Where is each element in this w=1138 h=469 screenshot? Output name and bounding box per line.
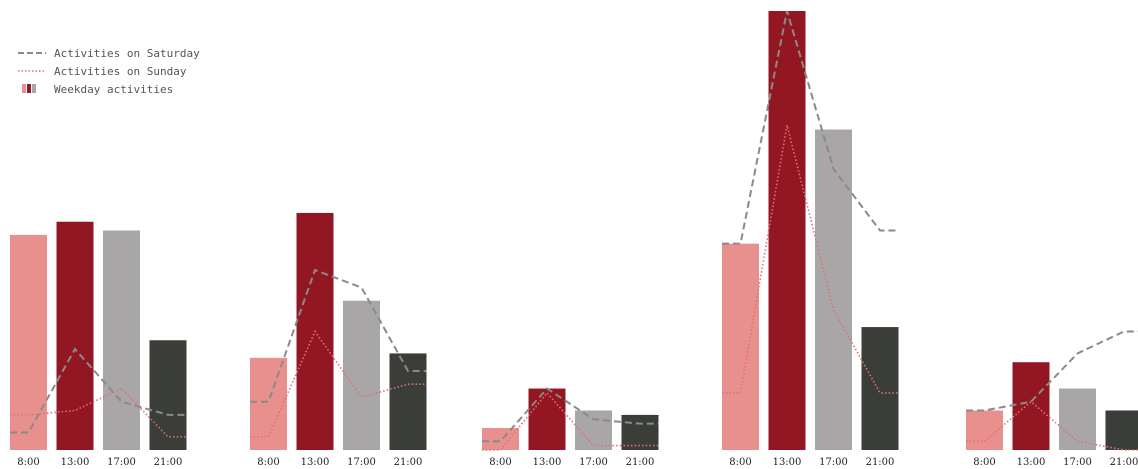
legend-label: Activities on Saturday [54,47,200,60]
x-tick-label: 8:00 [489,457,511,468]
bar-group-4: 8:00 13:00 17:00 21:00 [722,10,899,468]
saturday-line [10,347,187,434]
legend-weekday-swatch-3 [32,84,36,93]
sunday-line [482,391,659,451]
x-tick-label: 17:00 [819,457,848,468]
legend-label: Weekday activities [54,83,173,96]
x-tick-label: 21:00 [626,457,655,468]
bar-13:00 [528,388,566,450]
bar-21:00 [1105,410,1138,450]
x-tick-label: 17:00 [107,457,136,468]
bar-8:00 [966,410,1003,450]
x-tick-label: 8:00 [17,457,39,468]
legend-weekday-swatch-1 [22,84,26,93]
bar-group-3: 8:00 13:00 17:00 21:00 [482,387,659,468]
x-tick-label: 17:00 [1063,457,1092,468]
x-tick-label: 13:00 [773,457,802,468]
x-tick-label: 21:00 [154,457,183,468]
bar-13:00 [56,221,94,450]
legend-label: Activities on Sunday [54,65,187,78]
x-tick-label: 8:00 [729,457,751,468]
bar-group-5: 8:00 13:00 17:00 21:00 [966,330,1138,468]
bar-21:00 [621,414,659,450]
x-tick-label: 21:00 [1110,457,1138,468]
saturday-line [966,330,1138,412]
bar-13:00 [1012,362,1050,450]
bar-8:00 [10,234,47,450]
sunday-line [966,400,1138,451]
x-tick-label: 13:00 [61,457,90,468]
x-tick-label: 13:00 [301,457,330,468]
bar-8:00 [482,428,519,450]
saturday-line [722,10,899,245]
sunday-line [722,124,899,394]
bar-group-2: 8:00 13:00 17:00 21:00 [250,212,427,468]
x-tick-label: 8:00 [973,457,995,468]
bar-8:00 [722,243,759,450]
sunday-line [250,329,427,438]
x-tick-label: 13:00 [1017,457,1046,468]
bar-21:00 [861,327,899,450]
x-tick-label: 13:00 [533,457,562,468]
bar-17:00 [103,230,140,450]
x-tick-label: 8:00 [257,457,279,468]
bar-17:00 [815,129,852,450]
bar-17:00 [575,410,612,450]
x-tick-label: 21:00 [866,457,895,468]
x-tick-label: 17:00 [579,457,608,468]
legend-weekday-swatch-2 [27,84,31,93]
bar-group-1: 8:00 13:00 17:00 21:00 [10,221,187,468]
bar-21:00 [149,340,187,450]
x-tick-label: 17:00 [347,457,376,468]
saturday-line [250,268,427,403]
sunday-line [10,387,187,438]
bar-13:00 [768,11,806,450]
bar-8:00 [250,357,287,450]
bar-21:00 [389,353,427,450]
bar-17:00 [1059,388,1096,450]
x-tick-label: 21:00 [394,457,423,468]
bar-groups: 8:00 13:00 17:00 21:00 8:00 13:00 17:00 21:00 8:… [10,10,1138,468]
bar-17:00 [343,300,380,450]
legend: Activities on Saturday Activities on Sund… [18,47,200,96]
saturday-line [482,387,659,443]
